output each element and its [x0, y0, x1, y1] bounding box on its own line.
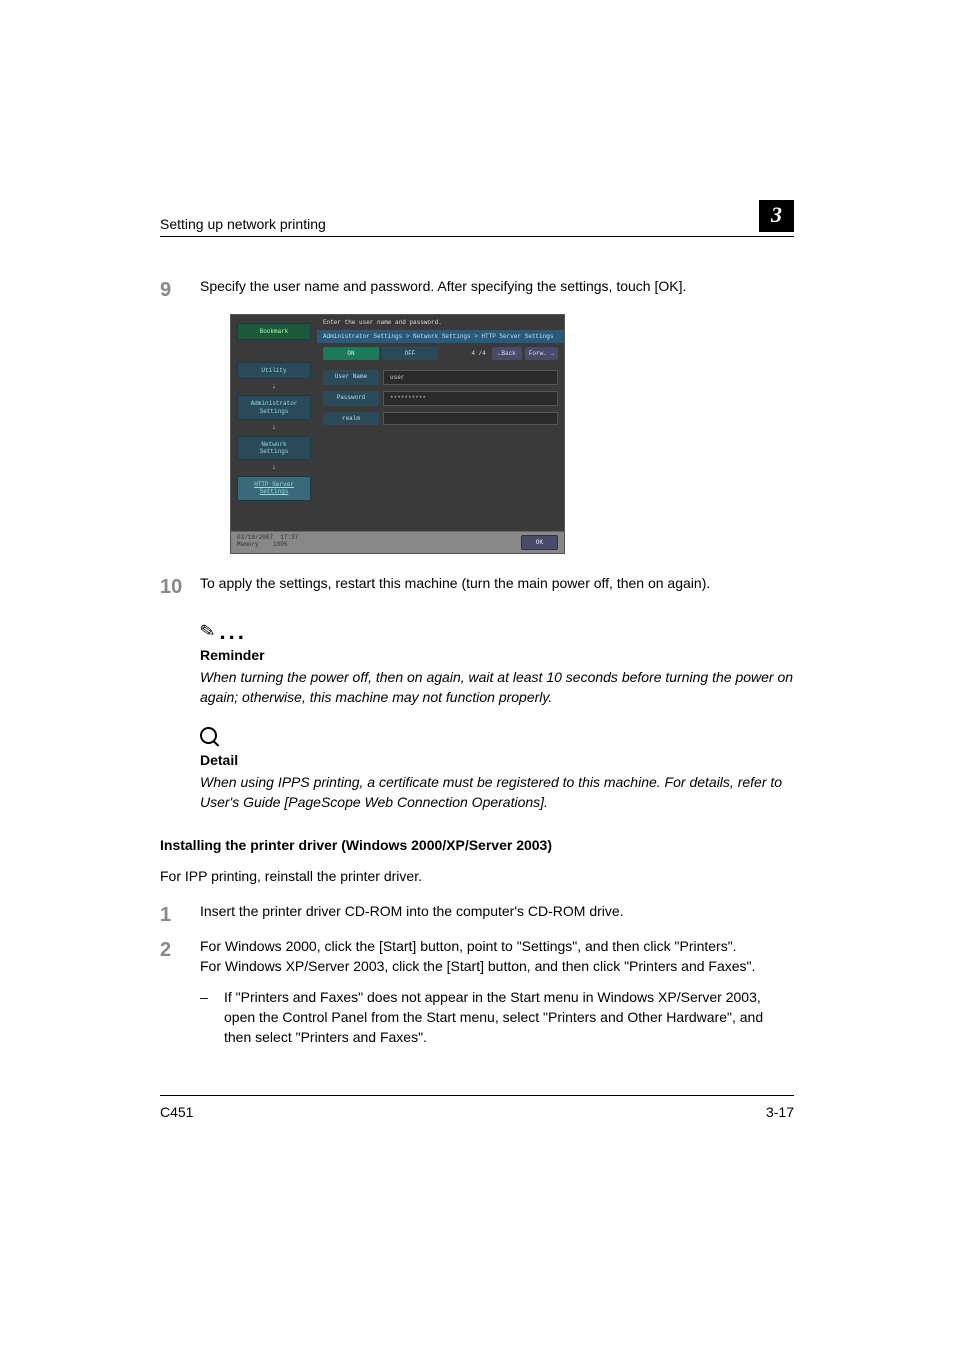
chapter-number: 3: [759, 200, 794, 232]
detail-body: When using IPPS printing, a certificate …: [200, 772, 794, 813]
reminder-body: When turning the power off, then on agai…: [200, 667, 794, 708]
magnifier-icon: [200, 727, 218, 745]
page-footer: C451 3-17: [160, 1095, 794, 1120]
step-text: Specify the user name and password. Afte…: [200, 277, 794, 302]
arrow-down-icon: ↓: [237, 464, 311, 472]
step-number: 1: [160, 902, 200, 927]
password-field[interactable]: **********: [383, 391, 558, 406]
utility-button[interactable]: Utility: [237, 362, 311, 379]
breadcrumb: Administrator Settings > Network Setting…: [317, 330, 564, 343]
bookmark-button[interactable]: Bookmark: [237, 323, 311, 340]
install-heading: Installing the printer driver (Windows 2…: [160, 837, 794, 853]
step-10: 10 To apply the settings, restart this m…: [160, 574, 794, 599]
username-field[interactable]: user: [383, 370, 558, 385]
header-title: Setting up network printing: [160, 216, 326, 232]
step-9: 9 Specify the user name and password. Af…: [160, 277, 794, 302]
step-text: To apply the settings, restart this mach…: [200, 574, 794, 599]
step-number: 2: [160, 937, 200, 1047]
datetime-info: 03/19/2007 17:37 Memory 100%: [237, 535, 298, 548]
username-label[interactable]: User Name: [323, 370, 379, 385]
device-screenshot: Bookmark Utility ↓ Administrator Setting…: [230, 314, 794, 554]
pencil-icon: ✎: [198, 619, 217, 642]
sub-text: If "Printers and Faxes" does not appear …: [224, 988, 794, 1047]
realm-field[interactable]: [383, 412, 558, 425]
page-header: Setting up network printing 3: [160, 200, 794, 237]
footer-left: C451: [160, 1104, 193, 1120]
install-step-1: 1 Insert the printer driver CD-ROM into …: [160, 902, 794, 927]
admin-settings-button[interactable]: Administrator Settings: [237, 395, 311, 419]
step-number: 10: [160, 574, 200, 599]
page-indicator: 4 /4: [468, 350, 488, 357]
step-text: Insert the printer driver CD-ROM into th…: [200, 902, 794, 927]
http-server-button[interactable]: HTTP Server Settings: [237, 476, 311, 500]
ok-button[interactable]: OK: [521, 535, 558, 550]
password-label[interactable]: Password: [323, 391, 379, 406]
reminder-note: ✎ ... Reminder When turning the power of…: [200, 619, 794, 708]
forward-button[interactable]: Forw. →: [525, 347, 558, 360]
install-step-2: 2 For Windows 2000, click the [Start] bu…: [160, 937, 794, 1047]
network-settings-button[interactable]: Network Settings: [237, 436, 311, 460]
arrow-down-icon: ↓: [237, 424, 311, 432]
reminder-heading: Reminder: [200, 647, 794, 663]
off-tab[interactable]: OFF: [382, 347, 438, 360]
detail-note: Detail When using IPPS printing, a certi…: [200, 727, 794, 813]
back-button[interactable]: ←Back: [492, 347, 522, 360]
sub-bullet: – If "Printers and Faxes" does not appea…: [200, 988, 794, 1047]
step-text: For Windows 2000, click the [Start] butt…: [200, 937, 794, 1047]
detail-heading: Detail: [200, 752, 794, 768]
dash-icon: –: [200, 988, 224, 1047]
screen-sidebar: Bookmark Utility ↓ Administrator Setting…: [231, 315, 317, 531]
step-number: 9: [160, 277, 200, 302]
screen-instruction: Enter the user name and password.: [317, 315, 564, 330]
footer-right: 3-17: [766, 1104, 794, 1120]
dots-icon: ...: [220, 619, 247, 644]
realm-label[interactable]: realm: [323, 412, 379, 425]
arrow-down-icon: ↓: [237, 383, 311, 391]
install-intro: For IPP printing, reinstall the printer …: [160, 867, 794, 887]
on-tab[interactable]: ON: [323, 347, 379, 360]
